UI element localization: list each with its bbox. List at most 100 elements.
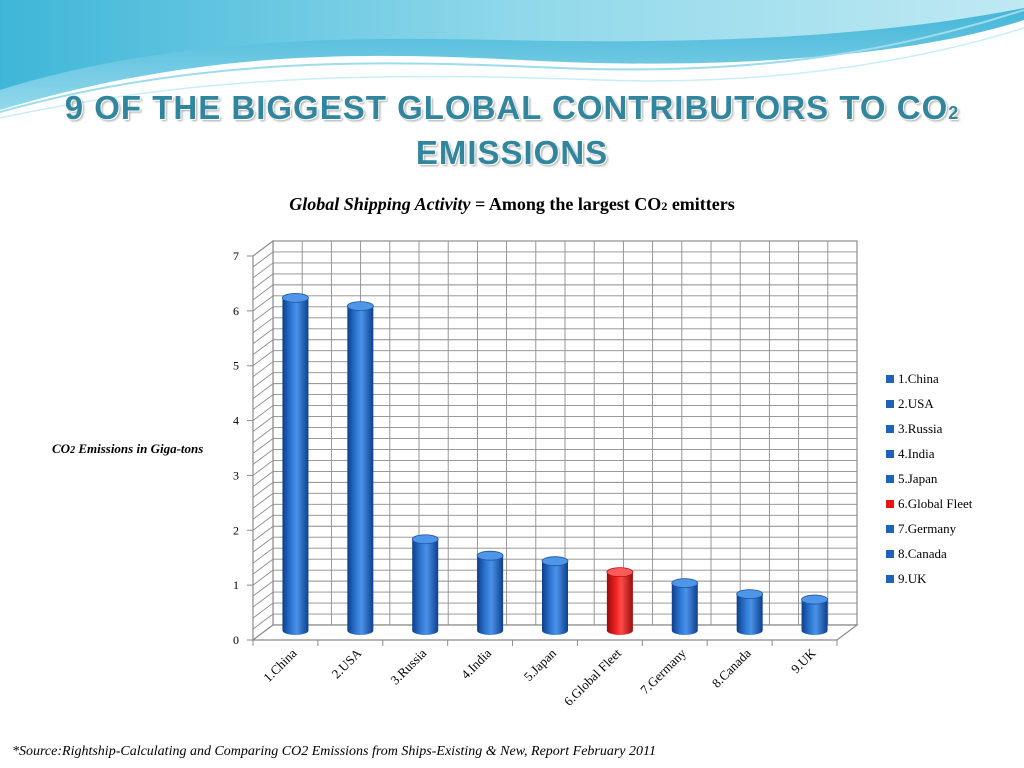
legend-label: 8.Canada bbox=[898, 545, 947, 561]
bar-body bbox=[477, 555, 504, 635]
bar-body bbox=[282, 297, 309, 635]
legend-item: 7.Germany bbox=[886, 516, 1016, 541]
bar-7 bbox=[671, 578, 699, 635]
gridline-side bbox=[252, 580, 274, 597]
legend-label: 9.UK bbox=[898, 570, 927, 586]
legend-label: 6.Global Fleet bbox=[898, 495, 973, 511]
bar-cap bbox=[606, 567, 634, 578]
x-tick-label: 8.Canada bbox=[709, 645, 754, 690]
bar-body bbox=[801, 599, 828, 635]
y-tick-label: 6 bbox=[233, 304, 239, 318]
chart-title-text: = Among the largest CO bbox=[470, 194, 662, 214]
legend-label: 5.Japan bbox=[898, 470, 938, 486]
gridline-side bbox=[252, 328, 274, 345]
bar-3 bbox=[411, 534, 439, 635]
gridline-side bbox=[252, 262, 274, 279]
y-tick-label: 0 bbox=[233, 633, 239, 647]
bar-9 bbox=[801, 594, 828, 635]
y-tick-label: 4 bbox=[233, 414, 239, 428]
bar-cap bbox=[801, 594, 828, 605]
bar-2 bbox=[346, 301, 374, 635]
gridline-side bbox=[252, 317, 274, 334]
legend-swatch bbox=[886, 399, 894, 408]
gridline-side bbox=[252, 514, 274, 531]
decorative-wave-banner bbox=[0, 0, 1024, 119]
legend-item: 3.Russia bbox=[886, 416, 1016, 441]
gridline-side bbox=[252, 394, 274, 410]
chart-title-italic: Global Shipping Activity bbox=[289, 194, 471, 214]
legend-item: 1.China bbox=[886, 366, 1016, 391]
x-tick-label: 5.Japan bbox=[521, 645, 560, 684]
legend-label: 1.China bbox=[898, 370, 939, 386]
x-tick-label: 3.Russia bbox=[387, 645, 429, 687]
y-tick-label: 5 bbox=[233, 359, 239, 373]
gridline-side bbox=[252, 284, 274, 301]
gridline-side bbox=[252, 416, 274, 432]
slide-title-line-2: emissions bbox=[415, 134, 609, 171]
legend-swatch bbox=[886, 424, 894, 433]
legend-label: 7.Germany bbox=[898, 520, 957, 536]
y-tick-label: 7 bbox=[233, 249, 239, 263]
legend-item: 5.Japan bbox=[886, 466, 1016, 491]
chart-legend: 1.China 2.USA 3.Russia 4.India 5.Japan 6.Glob… bbox=[886, 366, 1016, 591]
bar-cap bbox=[282, 292, 309, 303]
gridline-side bbox=[252, 427, 274, 443]
x-tick-label: 4.India bbox=[458, 645, 495, 682]
gridline-side bbox=[252, 383, 274, 399]
y-axis-label: CO2 Emissions in Giga-tons bbox=[52, 441, 204, 456]
bar-6 bbox=[606, 567, 634, 635]
x-tick-label: 2.USA bbox=[329, 645, 365, 681]
x-tick-label: 7.Germany bbox=[637, 645, 689, 697]
gridline-side bbox=[252, 251, 274, 268]
legend-swatch bbox=[886, 549, 894, 558]
chart-title: Global Shipping Activity = Among the lar… bbox=[0, 194, 1024, 215]
gridline-side bbox=[252, 306, 274, 323]
x-tick-label: 6.Global Fleet bbox=[561, 645, 624, 708]
source-note: *Source:Rightship-Calculating and Compar… bbox=[12, 744, 656, 759]
gridline-side bbox=[252, 361, 274, 378]
x-tick-label: 9.UK bbox=[788, 645, 819, 676]
gridline-side bbox=[252, 536, 274, 553]
gridline-side bbox=[252, 503, 274, 520]
bar-body bbox=[347, 306, 374, 635]
bar-cap bbox=[671, 578, 699, 589]
slide-title-line-1: 9 of the biggest global contributors to … bbox=[64, 89, 960, 126]
legend-item: 8.Canada bbox=[886, 541, 1016, 566]
bar-body bbox=[606, 572, 633, 635]
gridline-side bbox=[252, 591, 274, 608]
legend-swatch bbox=[886, 449, 894, 458]
x-tick-label: 1.China bbox=[260, 645, 300, 685]
bar-cap bbox=[411, 534, 439, 545]
y-tick-label: 1 bbox=[233, 578, 239, 592]
gridline-side bbox=[252, 273, 274, 290]
bar-cap bbox=[476, 550, 504, 561]
legend-label: 4.India bbox=[898, 445, 935, 461]
gridline-side bbox=[252, 405, 274, 421]
gridline-side bbox=[252, 547, 274, 564]
legend-swatch bbox=[886, 499, 894, 508]
gridline-side bbox=[252, 339, 274, 356]
legend-swatch bbox=[886, 574, 894, 583]
gridline-side bbox=[252, 460, 274, 476]
bar-cap bbox=[736, 589, 764, 599]
gridline-side bbox=[252, 471, 274, 487]
gridline-side bbox=[252, 613, 274, 630]
bar-body bbox=[542, 561, 568, 635]
gridline-side bbox=[252, 569, 274, 586]
gridline-side bbox=[252, 482, 274, 498]
gridline-side bbox=[252, 372, 274, 389]
gridline-side bbox=[252, 602, 274, 619]
y-tick-label: 3 bbox=[233, 468, 239, 482]
gridline-side bbox=[252, 295, 274, 312]
gridline-side bbox=[252, 350, 274, 367]
y-tick-label: 2 bbox=[233, 523, 239, 537]
legend-swatch bbox=[886, 474, 894, 483]
bar-body bbox=[412, 539, 439, 635]
bar-cap bbox=[346, 301, 374, 312]
chart-title-subscript: 2 bbox=[661, 199, 668, 213]
bar-1 bbox=[282, 292, 309, 635]
bar-body bbox=[736, 594, 763, 635]
gridline-side bbox=[252, 525, 274, 542]
legend-item: 9.UK bbox=[886, 566, 1016, 591]
